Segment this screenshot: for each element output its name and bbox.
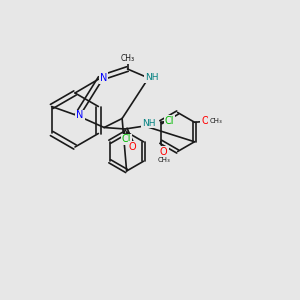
Text: O: O <box>129 142 136 152</box>
Text: CH₃: CH₃ <box>209 118 222 124</box>
Text: N: N <box>100 73 107 83</box>
Text: Cl: Cl <box>165 116 175 126</box>
Text: NH: NH <box>142 118 156 127</box>
Text: CH₃: CH₃ <box>158 157 170 163</box>
Text: CH₃: CH₃ <box>120 54 135 63</box>
Text: N: N <box>76 110 84 121</box>
Text: Cl: Cl <box>122 134 131 145</box>
Text: O: O <box>201 116 209 126</box>
Text: O: O <box>160 147 167 157</box>
Text: NH: NH <box>145 74 158 82</box>
